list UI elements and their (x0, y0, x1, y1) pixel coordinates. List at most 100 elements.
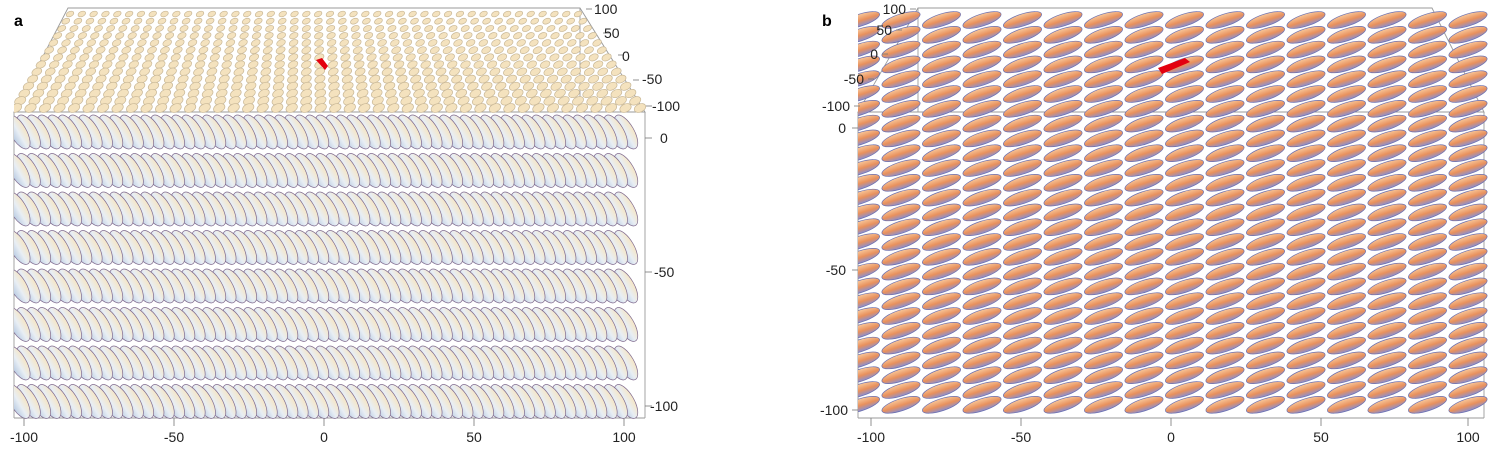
column-ellipsoid (1043, 70, 1083, 88)
column-ellipsoid (1084, 40, 1123, 59)
column-ellipsoid (1124, 188, 1164, 207)
top-ellipsoid (541, 39, 552, 47)
panel-b-ellipsoid-columns (858, 11, 1488, 414)
column-ellipsoid (1246, 233, 1285, 251)
column-ellipsoid (1043, 351, 1083, 370)
top-ellipsoid (529, 67, 541, 76)
panel-a-depth-tick: 0 (622, 48, 630, 64)
column-ellipsoid (1084, 218, 1123, 236)
top-ellipsoid (142, 25, 152, 32)
top-ellipsoid (592, 81, 604, 91)
panel-a-z-tick: 0 (660, 130, 668, 146)
column-ellipsoid (1246, 188, 1285, 207)
column-ellipsoid (858, 292, 880, 310)
top-ellipsoid (518, 17, 527, 25)
column-ellipsoid (1408, 174, 1447, 192)
top-ellipsoid (89, 88, 101, 99)
top-ellipsoid (290, 17, 299, 25)
column-ellipsoid (1327, 307, 1366, 325)
column-ellipsoid (1165, 159, 1204, 177)
top-ellipsoid (619, 103, 632, 113)
top-ellipsoid (384, 10, 394, 18)
top-ellipsoid (354, 60, 365, 69)
top-ellipsoid (339, 39, 349, 47)
top-ellipsoid (93, 25, 103, 32)
column-ellipsoid (922, 203, 961, 222)
column-ellipsoid (1367, 55, 1407, 74)
column-ellipsoid (1003, 40, 1042, 59)
column-ellipsoid (1408, 114, 1447, 133)
top-ellipsoid (620, 81, 632, 91)
top-ellipsoid (66, 53, 77, 62)
column-ellipsoid (962, 233, 1002, 251)
top-ellipsoid (486, 60, 498, 69)
column-ellipsoid (1084, 277, 1123, 296)
top-ellipsoid (410, 17, 419, 25)
top-ellipsoid (162, 39, 172, 47)
column-ellipsoid (1448, 40, 1488, 59)
top-ellipsoid (139, 67, 150, 76)
top-ellipsoid (339, 46, 350, 54)
column-ellipsoid (922, 381, 961, 399)
top-ellipsoid (366, 53, 377, 62)
top-ellipsoid (586, 96, 599, 106)
column-ellipsoid (1448, 159, 1488, 177)
top-ellipsoid (570, 25, 580, 32)
top-ellipsoid (470, 53, 482, 62)
top-ellipsoid (313, 10, 323, 18)
column-ellipsoid (1084, 233, 1123, 251)
column-ellipsoid (1043, 129, 1083, 148)
top-ellipsoid (277, 17, 287, 25)
column-ellipsoid (1367, 203, 1407, 222)
column-ellipsoid (1327, 55, 1366, 74)
column-ellipsoid (1165, 129, 1204, 148)
top-ellipsoid (583, 67, 595, 76)
column-ellipsoid (858, 366, 880, 384)
column-ellipsoid (1084, 307, 1123, 325)
top-ellipsoid (227, 103, 240, 113)
top-ellipsoid (579, 39, 590, 47)
top-ellipsoid (337, 10, 346, 18)
top-ellipsoid (373, 10, 382, 18)
top-ellipsoid (175, 39, 185, 47)
top-ellipsoid (481, 46, 492, 54)
top-ellipsoid (265, 17, 275, 25)
column-ellipsoid (1367, 188, 1407, 207)
top-ellipsoid (301, 53, 312, 62)
top-ellipsoid (350, 17, 359, 25)
column-ellipsoid (1205, 144, 1245, 162)
top-ellipsoid (503, 39, 514, 47)
column-ellipsoid (1205, 366, 1245, 384)
column-ellipsoid (1246, 366, 1285, 384)
column-ellipsoid (1205, 381, 1245, 399)
column-ellipsoid (1165, 100, 1204, 118)
top-ellipsoid (372, 103, 385, 113)
column-ellipsoid (962, 100, 1002, 118)
top-ellipsoid (108, 46, 119, 54)
top-ellipsoid (217, 17, 227, 25)
top-ellipsoid (550, 81, 562, 91)
top-ellipsoid (46, 88, 59, 99)
top-ellipsoid (28, 96, 41, 106)
top-ellipsoid (558, 46, 569, 54)
column-ellipsoid (1043, 11, 1083, 29)
column-ellipsoid (858, 322, 880, 340)
top-ellipsoid (229, 17, 239, 25)
column-ellipsoid (1246, 307, 1285, 325)
top-ellipsoid (392, 53, 403, 62)
column-ellipsoid (1124, 262, 1164, 281)
top-ellipsoid (405, 53, 416, 62)
top-ellipsoid (261, 60, 272, 69)
top-ellipsoid (538, 32, 548, 40)
column-ellipsoid (962, 85, 1002, 103)
top-ellipsoid (562, 32, 572, 40)
top-ellipsoid (276, 32, 286, 40)
top-ellipsoid (183, 53, 194, 62)
column-ellipsoid (1003, 351, 1042, 370)
top-ellipsoid (402, 39, 413, 47)
top-ellipsoid (464, 74, 476, 84)
top-ellipsoid (118, 53, 129, 62)
top-ellipsoid (301, 39, 312, 47)
top-ellipsoid (90, 32, 100, 40)
panel-b-depth-tick: -100 (822, 98, 850, 114)
